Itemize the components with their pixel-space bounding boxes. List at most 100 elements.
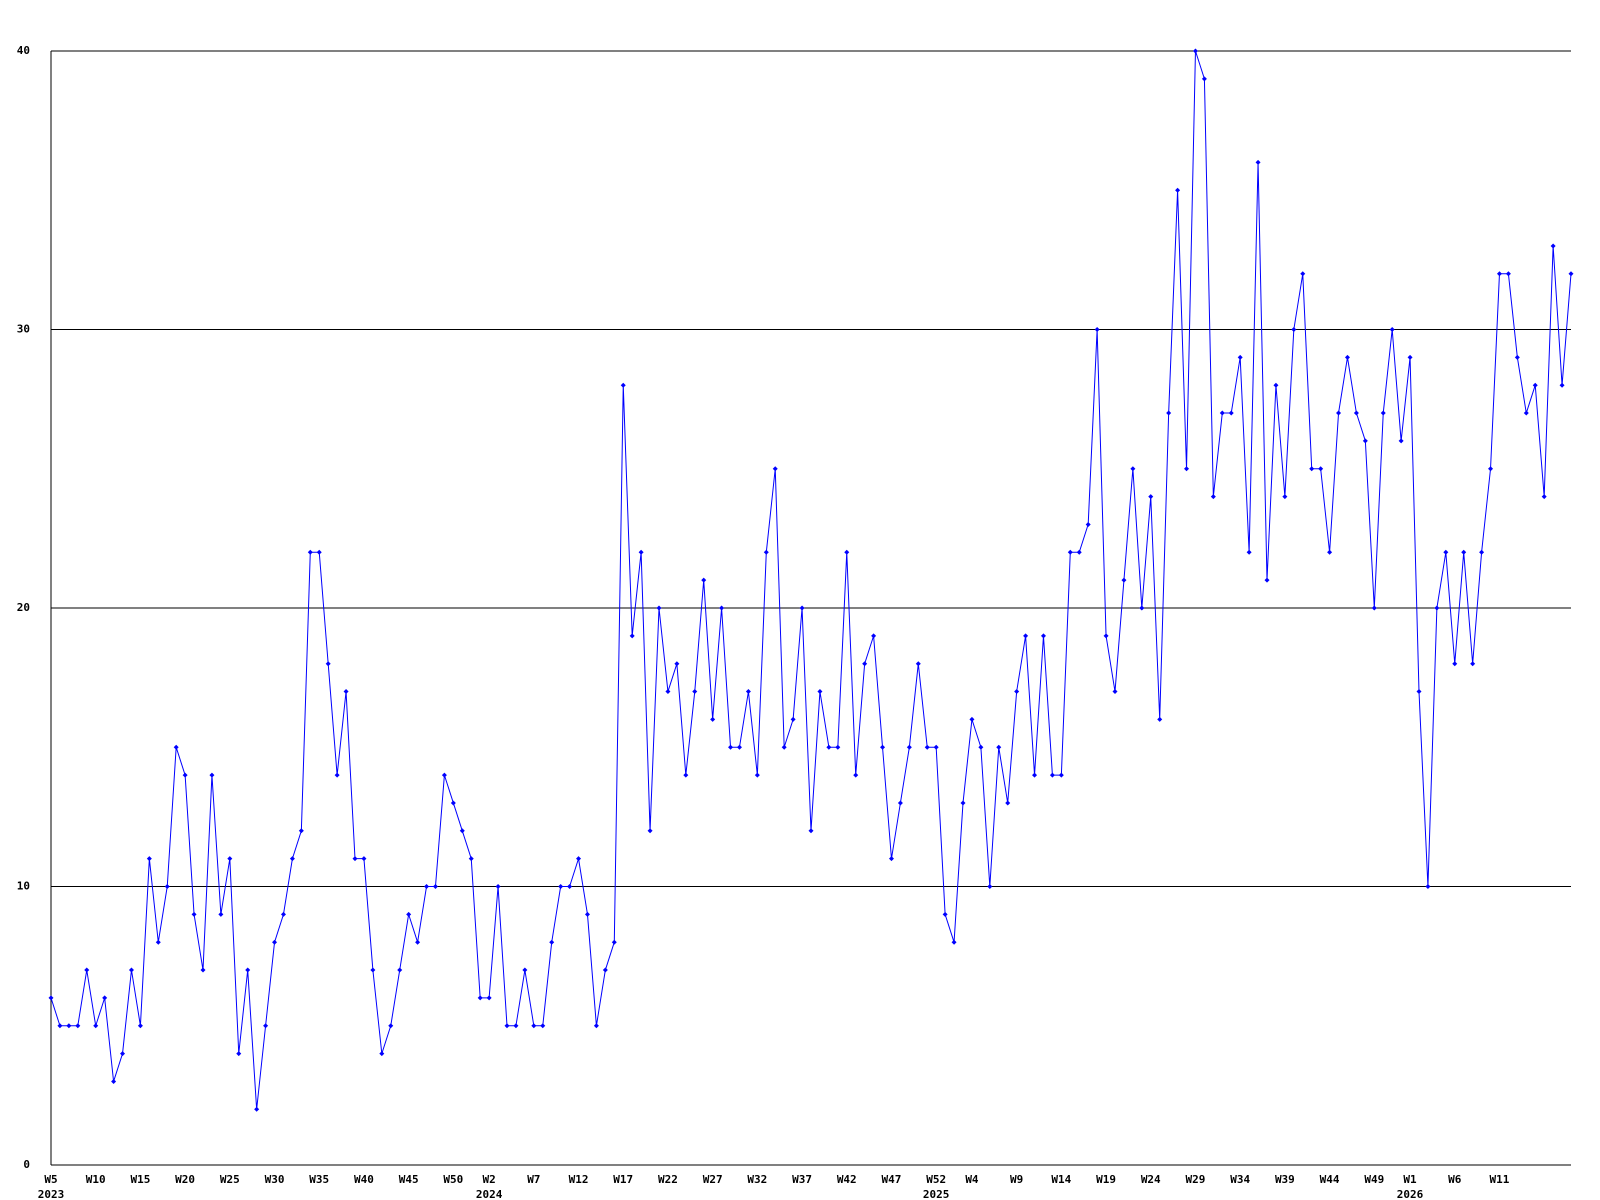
data-point bbox=[1380, 410, 1386, 416]
data-point bbox=[155, 939, 161, 945]
data-point bbox=[736, 744, 742, 750]
x-tick-label: W14 bbox=[1051, 1173, 1071, 1186]
data-point bbox=[942, 911, 948, 917]
x-tick-label: W35 bbox=[309, 1173, 329, 1186]
data-point bbox=[1541, 494, 1547, 500]
data-point bbox=[1228, 410, 1234, 416]
data-point bbox=[683, 772, 689, 778]
data-point bbox=[57, 1023, 63, 1029]
data-point bbox=[441, 772, 447, 778]
x-tick-label: W24 bbox=[1141, 1173, 1161, 1186]
data-point bbox=[1184, 466, 1190, 472]
data-point bbox=[218, 911, 224, 917]
data-point bbox=[584, 911, 590, 917]
data-point bbox=[1219, 410, 1225, 416]
data-point bbox=[862, 661, 868, 667]
data-point bbox=[1282, 494, 1288, 500]
data-point bbox=[781, 744, 787, 750]
data-point bbox=[844, 549, 850, 555]
data-point bbox=[1148, 494, 1154, 500]
data-point bbox=[924, 744, 930, 750]
x-tick-label: W25 bbox=[220, 1173, 240, 1186]
data-point bbox=[361, 856, 367, 862]
data-point bbox=[1532, 382, 1538, 388]
data-point bbox=[495, 884, 501, 889]
data-point bbox=[1076, 549, 1082, 555]
data-point bbox=[745, 689, 751, 695]
data-point bbox=[182, 772, 188, 778]
x-tick-label: W15 bbox=[130, 1173, 150, 1186]
x-tick-label: W5 bbox=[44, 1173, 57, 1186]
x-tick-label: W34 bbox=[1230, 1173, 1250, 1186]
data-point bbox=[558, 884, 564, 889]
data-point bbox=[647, 828, 653, 834]
data-point bbox=[1568, 271, 1574, 277]
data-point bbox=[1049, 772, 1055, 778]
data-point bbox=[263, 1023, 269, 1029]
data-point bbox=[1246, 549, 1252, 555]
data-point bbox=[173, 744, 179, 750]
data-point bbox=[1505, 271, 1511, 277]
x-tick-label: W32 bbox=[747, 1173, 767, 1186]
data-point bbox=[334, 772, 340, 778]
data-point bbox=[701, 577, 707, 583]
data-point bbox=[504, 1023, 510, 1029]
data-point bbox=[1023, 633, 1029, 639]
data-point bbox=[1327, 549, 1333, 555]
data-point bbox=[1112, 689, 1118, 695]
data-point bbox=[1201, 76, 1207, 82]
x-tick-label: W1 bbox=[1403, 1173, 1417, 1186]
data-point bbox=[1175, 187, 1181, 193]
data-point bbox=[1425, 884, 1431, 889]
data-point bbox=[620, 382, 626, 388]
data-point bbox=[1291, 327, 1297, 332]
data-point bbox=[245, 967, 251, 973]
data-point bbox=[817, 689, 823, 695]
data-point bbox=[1371, 605, 1377, 611]
x-tick-label: W50 bbox=[443, 1173, 463, 1186]
data-point bbox=[1139, 605, 1145, 611]
data-point bbox=[307, 549, 313, 555]
y-tick-label: 0 bbox=[23, 1158, 30, 1171]
data-point bbox=[1353, 410, 1359, 416]
x-tick-label: W9 bbox=[1010, 1173, 1023, 1186]
data-point bbox=[1094, 327, 1100, 332]
data-point bbox=[1040, 633, 1046, 639]
data-line bbox=[50, 50, 1572, 1110]
data-point bbox=[406, 911, 412, 917]
data-point bbox=[593, 1023, 599, 1029]
data-point bbox=[835, 744, 841, 750]
data-point bbox=[1130, 466, 1136, 472]
data-point bbox=[522, 967, 528, 973]
data-point bbox=[1470, 661, 1476, 667]
data-point bbox=[1362, 438, 1368, 444]
x-tick-label: W20 bbox=[175, 1173, 195, 1186]
x-tick-label: W37 bbox=[792, 1173, 812, 1186]
data-point bbox=[1210, 494, 1216, 500]
data-point bbox=[66, 1023, 72, 1029]
x-tick-label: W39 bbox=[1275, 1173, 1295, 1186]
x-tick-label: W7 bbox=[527, 1173, 540, 1186]
data-point bbox=[397, 967, 403, 973]
data-point bbox=[1273, 382, 1279, 388]
data-point bbox=[1488, 466, 1494, 472]
data-point bbox=[102, 995, 108, 1001]
data-point bbox=[352, 856, 358, 862]
data-point bbox=[120, 1051, 126, 1057]
y-tick-label: 30 bbox=[17, 323, 30, 336]
x-tick-label: W44 bbox=[1320, 1173, 1340, 1186]
data-point bbox=[316, 549, 322, 555]
x-year-label: 2026 bbox=[1397, 1188, 1424, 1200]
data-point bbox=[1085, 521, 1091, 527]
data-point bbox=[209, 772, 215, 778]
x-tick-label: W27 bbox=[703, 1173, 723, 1186]
x-tick-label: W11 bbox=[1490, 1173, 1510, 1186]
data-point bbox=[951, 939, 957, 945]
data-point bbox=[468, 856, 474, 862]
data-point bbox=[799, 605, 805, 611]
data-point bbox=[486, 995, 492, 1001]
data-point bbox=[826, 744, 832, 750]
data-point bbox=[200, 967, 206, 973]
x-tick-label: W42 bbox=[837, 1173, 857, 1186]
data-point bbox=[388, 1023, 394, 1029]
